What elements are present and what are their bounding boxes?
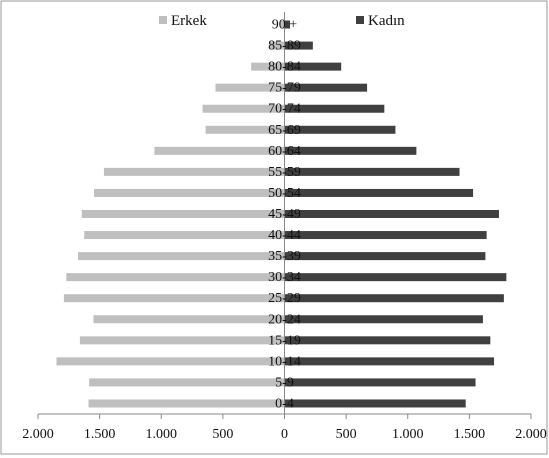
bar-kadin-60-64 [284,146,417,155]
category-label: 75-79 [268,81,301,96]
bar-kadin-65-69 [284,125,396,134]
legend-swatch-erkek [159,16,167,24]
bar-erkek-45-49 [81,210,285,218]
bar-kadin-75-79 [284,83,368,92]
bar-kadin-55-59 [284,167,460,176]
legend-label-kadin: Kadın [368,13,405,29]
category-label: 65-69 [268,123,301,138]
bar-kadin-40-44 [284,231,487,240]
category-label: 85-89 [268,39,301,54]
bar-erkek-35-39 [78,252,285,261]
bar-erkek-75-79 [215,83,285,92]
category-label: 90 + [272,18,298,33]
bar-kadin-0-4 [284,399,466,408]
x-tick-label: 1.500 [454,427,486,442]
bar-kadin-15-19 [284,336,491,345]
bar-erkek-30-34 [66,273,285,282]
bar-kadin-25-29 [284,294,504,303]
bar-erkek-70-74 [202,104,285,113]
x-tick-label: 2.000 [22,427,54,442]
bar-erkek-50-54 [94,188,285,197]
x-tick-label: 2.000 [515,427,547,442]
x-tick-label: 1.500 [84,427,116,442]
bar-kadin-50-54 [284,188,474,197]
category-label: 50-54 [268,186,301,201]
bar-kadin-85-89 [284,41,313,50]
bar-erkek-85-89 [269,41,285,50]
x-tick-label: 1.000 [392,427,424,442]
x-tick-label: 1.000 [146,427,178,442]
bar-erkek-65-69 [205,125,285,134]
x-tick-label: 500 [336,427,357,442]
category-label: 40-44 [268,228,301,243]
category-label: 0-4 [275,396,294,411]
category-label: 80-84 [268,60,301,75]
bar-erkek-20-24 [93,315,285,324]
bar-kadin-20-24 [284,315,483,324]
category-label: 60-64 [268,144,301,159]
bar-kadin-80-84 [284,62,342,71]
category-label: 5-9 [275,375,294,390]
bar-erkek-0-4 [88,399,285,408]
x-tick-label: 0 [281,427,288,442]
category-label: 45-49 [268,207,301,222]
bar-erkek-25-29 [63,294,285,303]
bar-kadin-35-39 [284,252,486,261]
bar-erkek-60-64 [154,146,285,155]
bar-kadin-90 [284,20,291,29]
category-label: 35-39 [268,249,301,264]
category-label: 55-59 [268,165,301,180]
x-tick-label: 500 [212,427,233,442]
bar-kadin-5-9 [284,378,476,387]
bar-erkek-10-14 [56,357,285,366]
category-label: 25-29 [268,291,301,306]
category-label: 20-24 [268,312,301,327]
category-label: 10-14 [268,354,301,369]
bar-kadin-70-74 [284,104,385,113]
bar-erkek-15-19 [79,336,285,345]
bar-kadin-10-14 [284,357,495,366]
bar-erkek-90 [280,20,285,29]
bar-erkek-55-59 [103,167,285,176]
category-label: 15-19 [268,333,301,348]
category-label: 30-34 [268,270,301,285]
legend-label-erkek: Erkek [171,13,207,29]
bar-erkek-40-44 [84,231,285,240]
bar-erkek-5-9 [89,378,285,387]
bar-kadin-45-49 [284,210,499,218]
bar-erkek-80-84 [251,62,285,71]
legend-swatch-kadin [356,16,364,24]
bar-kadin-30-34 [284,273,507,282]
category-label: 70-74 [268,102,301,117]
